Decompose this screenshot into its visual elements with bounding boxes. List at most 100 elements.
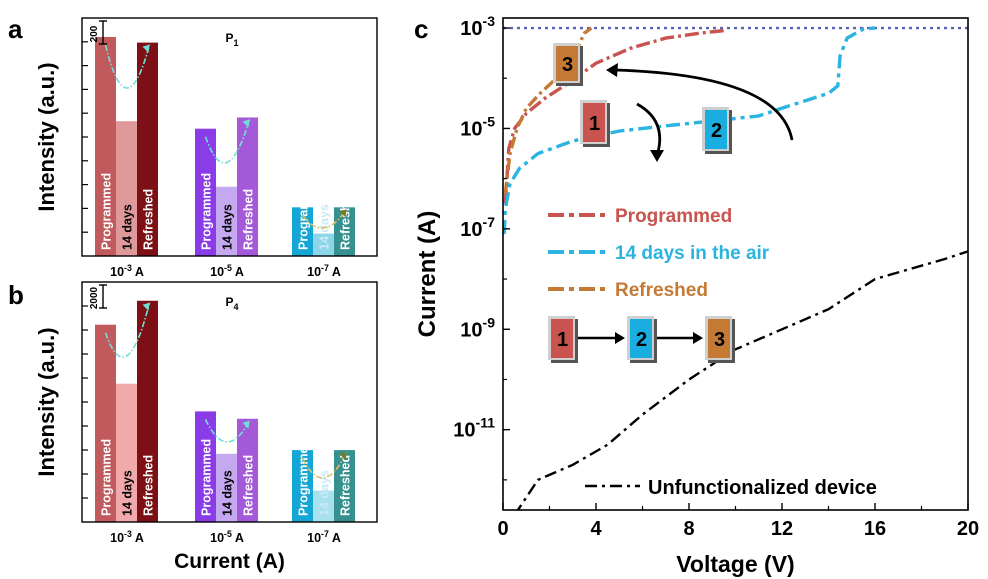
bar xyxy=(116,383,137,522)
bar xyxy=(137,300,158,522)
box-label: 1 xyxy=(557,329,568,351)
legend-label: 14 days in the air xyxy=(615,243,770,264)
bar-label: 14 days xyxy=(221,204,235,250)
category-label: 10-5 A xyxy=(210,263,244,279)
curved-arrow xyxy=(614,68,794,141)
curved-arrowhead xyxy=(650,150,664,162)
box-face xyxy=(630,319,652,358)
trend-arrow xyxy=(339,452,347,461)
bar-label: Refreshed xyxy=(339,455,353,516)
box-face xyxy=(556,46,578,81)
bar xyxy=(195,411,216,522)
state-box: 3 xyxy=(553,43,583,86)
scale-bar: 200 xyxy=(89,20,107,45)
scale-bar: 2000 xyxy=(89,284,107,309)
box-face xyxy=(708,319,730,358)
trend-line xyxy=(104,302,151,358)
category-label: 10-5 A xyxy=(210,529,244,545)
x-tick-label: 16 xyxy=(864,518,886,540)
x-axis-label: Current (A) xyxy=(174,550,285,573)
bar-label: 14 days xyxy=(221,470,235,516)
panel-letter-a: a xyxy=(8,14,23,44)
bar-label: 14 days xyxy=(121,204,135,250)
y-axis-label: Intensity (a.u.) xyxy=(34,327,59,476)
bar xyxy=(313,490,334,522)
bar-label: Programmed xyxy=(297,439,311,516)
legend-label: Refreshed xyxy=(615,280,708,301)
curved-arrowhead xyxy=(606,63,618,77)
sequence-arrowhead xyxy=(615,332,625,344)
box-label: 1 xyxy=(589,113,600,135)
plot-frame xyxy=(502,17,969,511)
scale-bar-label: 2000 xyxy=(89,286,100,309)
bar xyxy=(237,418,258,522)
trend-line xyxy=(204,119,251,164)
panel-title: P1 xyxy=(225,31,238,48)
bar-panel-b: Programmed 14 days Refreshed 10-3 A Programm… xyxy=(34,281,378,573)
bar-panel-a: Programmed 14 days Refreshed 10-3 A Programm… xyxy=(34,17,378,279)
bar-label: Programmed xyxy=(200,439,214,516)
state-box: 1 xyxy=(580,100,610,147)
bar-label: 14 days xyxy=(318,470,332,516)
y-axis-label: Current (A) xyxy=(414,211,441,338)
series-line xyxy=(503,26,593,194)
sequence-arrowhead xyxy=(693,332,703,344)
box-label: 2 xyxy=(636,329,647,351)
bar-group: Programmed 14 days Refreshed xyxy=(95,300,158,522)
series-line xyxy=(503,26,876,234)
bar xyxy=(116,121,137,256)
bar xyxy=(334,450,355,522)
bar-group: Programmed 14 days Refreshed xyxy=(195,117,258,256)
bar-group: Programmed 14 days Refreshed xyxy=(95,36,158,257)
y-tick-label: 10-9 xyxy=(460,314,495,341)
scale-bar-label: 200 xyxy=(89,25,100,42)
x-tick-label: 4 xyxy=(590,518,602,540)
legend: Programmed 14 days in the air Refreshed xyxy=(548,206,770,301)
panel-letter-b: b xyxy=(8,280,24,310)
y-axis-label: Intensity (a.u.) xyxy=(34,62,59,211)
bar-label: Refreshed xyxy=(339,189,353,250)
bar-label: Programmed xyxy=(297,173,311,250)
panel-title: P4 xyxy=(225,295,238,312)
y-tick-label: 10-7 xyxy=(460,214,495,241)
panel-letter-c: c xyxy=(414,14,428,44)
category-label: 10-3 A xyxy=(110,263,144,279)
bar xyxy=(95,36,116,257)
bar xyxy=(313,233,334,256)
y-tick-label: 10-3 xyxy=(460,13,495,40)
bar xyxy=(95,324,116,522)
trend-line xyxy=(301,451,348,479)
bar-label: 14 days xyxy=(318,204,332,250)
bar-label: Refreshed xyxy=(142,455,156,516)
trend-line xyxy=(204,419,251,443)
box-label: 3 xyxy=(714,329,725,351)
legend-label: Unfunctionalized device xyxy=(648,477,877,499)
x-tick-label: 12 xyxy=(771,518,793,540)
legend-unfunctionalized: Unfunctionalized device xyxy=(585,477,877,499)
bar-group: Programmed 14 days Refreshed xyxy=(292,173,355,256)
bar xyxy=(292,207,313,256)
state-box: 2 xyxy=(702,107,732,154)
box-label: 3 xyxy=(562,54,573,76)
box-face xyxy=(551,319,573,358)
bar-label: Programmed xyxy=(100,173,114,250)
x-tick-label: 8 xyxy=(683,518,694,540)
trend-arrow xyxy=(242,420,250,429)
trend-line xyxy=(104,44,151,89)
bar-group: Programmed 14 days Refreshed xyxy=(195,411,258,522)
state-box: 3 xyxy=(705,316,735,363)
bar xyxy=(237,117,258,256)
category-label: 10-3 A xyxy=(110,529,144,545)
x-tick-label: 0 xyxy=(497,518,508,540)
curved-arrow xyxy=(636,102,662,153)
y-tick-label: 10-5 xyxy=(460,113,495,140)
trend-arrow xyxy=(142,44,150,53)
series-line xyxy=(503,28,725,204)
bar xyxy=(195,128,216,256)
trend-arrow xyxy=(242,119,250,128)
bar xyxy=(137,42,158,257)
bar xyxy=(292,450,313,522)
state-box: 1 xyxy=(548,316,578,363)
bar xyxy=(216,453,237,522)
